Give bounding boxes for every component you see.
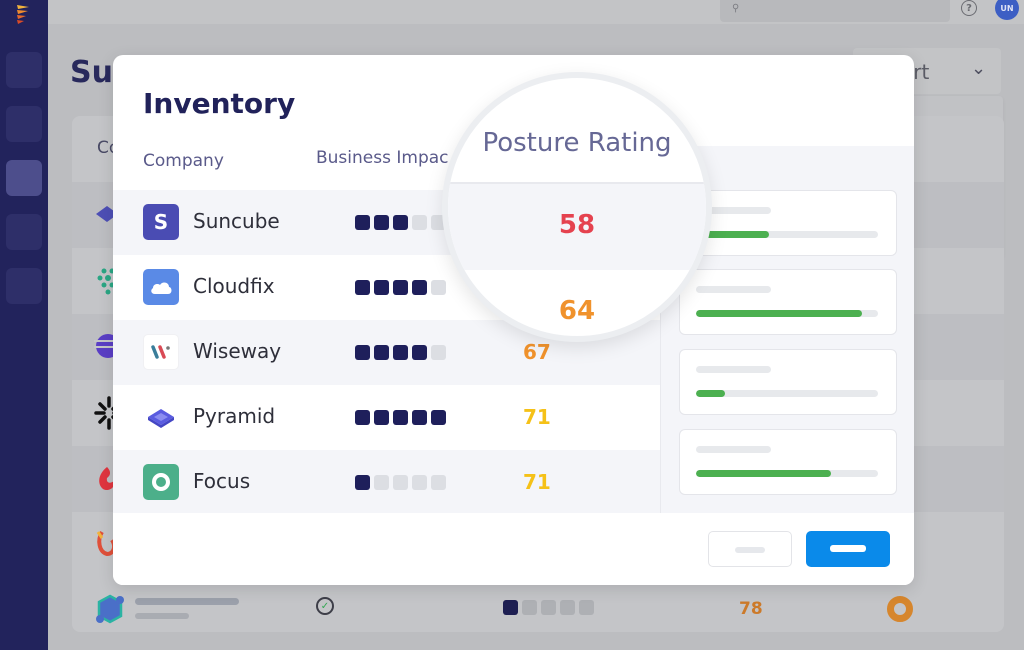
cancel-button[interactable] [708,531,792,567]
business-impact-meter [355,410,446,425]
business-impact-meter [355,475,446,490]
search-input[interactable]: ⚲ [720,0,950,22]
company-name: Focus [193,469,251,493]
stopwatch-check-icon: ✓ [316,597,334,615]
progress-card[interactable] [679,349,897,415]
cloudfix-logo-icon [143,269,179,305]
business-impact-meter [355,345,446,360]
inventory-modal: Inventory Company Business Impac S Suncu… [113,55,914,585]
sidebar-item-4[interactable] [6,214,42,250]
progress-bar [696,390,726,397]
company-logo-icon [96,594,124,624]
progress-bar [696,470,831,477]
company-name: Suncube [193,209,280,233]
progress-bar [696,231,769,238]
skeleton-text [135,613,189,619]
progress-card[interactable] [679,190,897,256]
company-logo-icon [99,467,115,491]
sidebar-item-1[interactable] [6,52,42,88]
business-impact-meter [503,600,594,615]
magnifier-lens: Posture Rating 58 64 [442,72,712,342]
column-header-posture-rating[interactable]: Posture Rating [482,128,672,158]
progress-card[interactable] [679,269,897,335]
table-row[interactable]: Pyramid 71 [113,385,660,450]
company-logo-icon [96,206,118,222]
column-header-business-impact[interactable]: Business Impac [316,148,449,168]
modal-footer [113,513,914,585]
posture-score: 71 [523,470,551,494]
sidebar-item-3-active[interactable] [6,160,42,196]
magnified-row [448,184,706,270]
status-ring-icon [887,596,913,622]
posture-score: 78 [739,599,763,619]
table-row[interactable]: Cloudfix [113,255,660,320]
sidebar-item-5[interactable] [6,268,42,304]
posture-score-magnified: 58 [558,210,596,240]
business-impact-meter [355,215,446,230]
pyramid-logo-icon [143,399,179,435]
sidebar-item-2[interactable] [6,106,42,142]
divider [448,182,706,184]
wiseway-logo-icon [143,334,179,370]
confirm-button[interactable] [806,531,890,567]
suncube-logo-icon: S [143,204,179,240]
bg-table-row-bottom[interactable]: ✓ 78 [72,575,1004,631]
column-header-company[interactable]: Company [143,151,224,171]
table-row[interactable]: Focus 71 [113,450,660,515]
sidebar [0,0,48,650]
posture-score-magnified: 64 [558,296,596,326]
company-name: Cloudfix [193,274,275,298]
company-name: Pyramid [193,404,276,428]
chevron-down-icon: ⌄ [971,58,987,79]
avatar[interactable]: UN [995,0,1019,20]
focus-logo-icon [143,464,179,500]
posture-score: 71 [523,405,551,429]
progress-card[interactable] [679,429,897,495]
brand-logo-icon[interactable] [15,3,31,27]
modal-title: Inventory [143,87,296,120]
posture-score: 67 [523,340,551,364]
business-impact-meter [355,280,446,295]
details-panel [660,146,914,513]
search-icon: ⚲ [732,3,740,14]
help-icon[interactable]: ? [961,0,977,16]
progress-bar [696,310,862,317]
company-name: Wiseway [193,339,282,363]
skeleton-text [135,598,239,605]
